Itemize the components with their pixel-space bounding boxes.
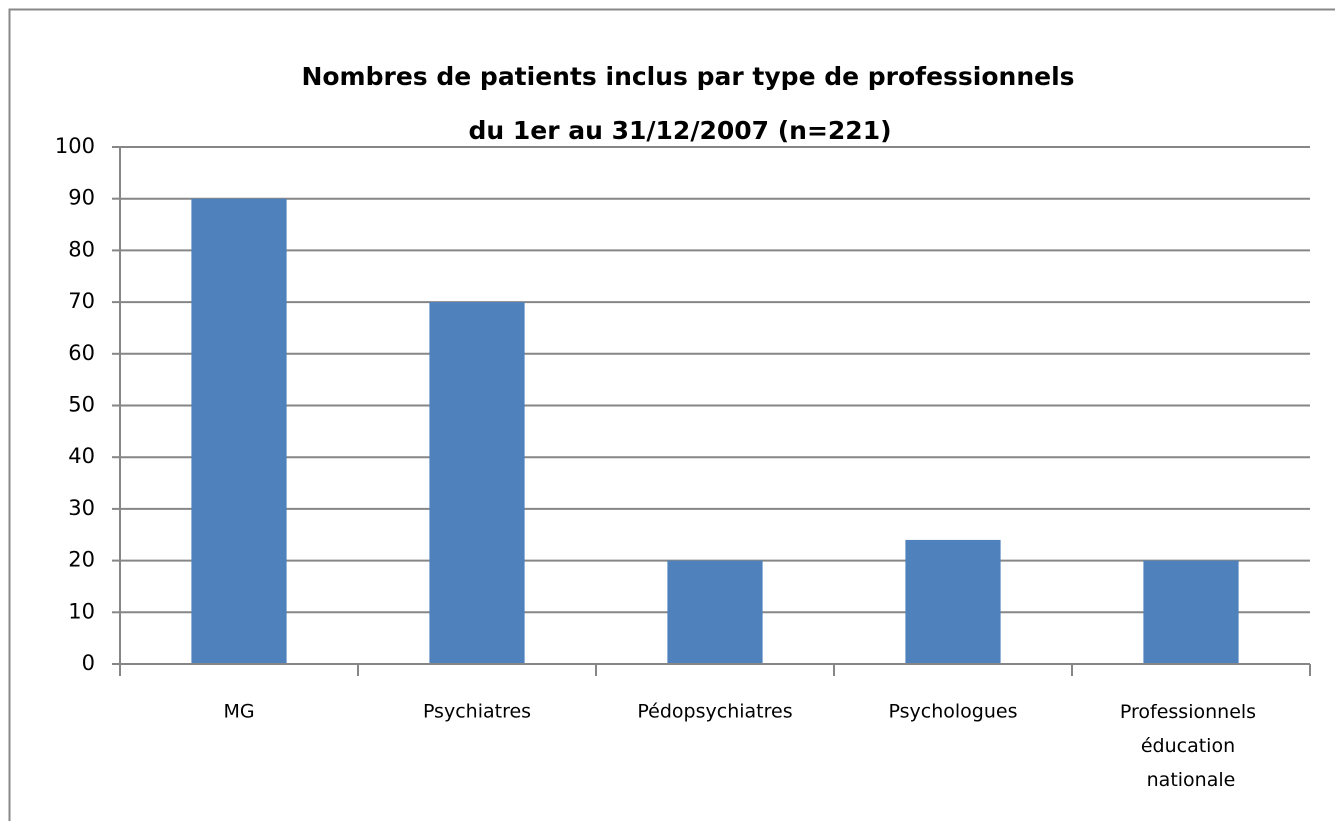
y-tick-label: 10	[68, 599, 95, 623]
bar	[191, 198, 287, 664]
chart-subtitle: du 1er au 31/12/2007 (n=221)	[468, 116, 891, 145]
x-tick-label: Pédopsychiatres	[637, 701, 792, 723]
y-tick-label: 0	[82, 651, 95, 675]
y-tick-label: 80	[68, 237, 95, 261]
bar	[905, 539, 1001, 664]
bar	[1143, 560, 1239, 664]
chart-title: Nombres de patients inclus par type de p…	[301, 62, 1074, 91]
y-tick-label: 30	[68, 496, 95, 520]
y-tick-label: 50	[68, 393, 95, 417]
x-tick-label: Professionnels éducation nationale	[1120, 701, 1262, 791]
y-tick-label: 60	[68, 341, 95, 365]
y-tick-label: 40	[68, 444, 95, 468]
x-tick-label: Psychologues	[889, 701, 1018, 723]
x-tick-label: Psychiatres	[423, 701, 531, 723]
x-tick-label: MG	[223, 701, 254, 723]
bar	[429, 302, 525, 664]
y-tick-label: 70	[68, 289, 95, 313]
y-tick-label: 20	[68, 548, 95, 572]
y-tick-label: 90	[68, 186, 95, 210]
y-tick-label: 100	[55, 134, 95, 158]
bar	[667, 560, 763, 664]
